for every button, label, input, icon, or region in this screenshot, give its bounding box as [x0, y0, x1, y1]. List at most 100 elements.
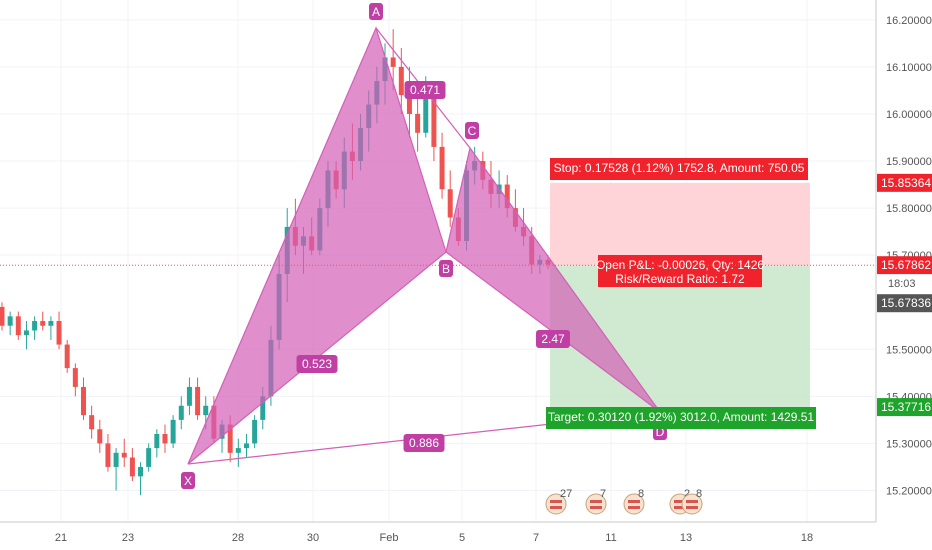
- candle-down: [0, 306, 5, 326]
- stop-label-bg: [550, 158, 808, 180]
- candle-down: [80, 386, 86, 416]
- y-tick-label: 16.10000: [886, 62, 932, 74]
- flag-stripe-icon: [550, 506, 562, 509]
- candle-up: [170, 419, 176, 444]
- x-tick-label: 7: [533, 532, 539, 544]
- candle-down: [195, 386, 201, 416]
- bid-price-tag: 15.67836: [881, 296, 931, 310]
- candle-down: [15, 316, 21, 336]
- candle-up: [186, 386, 192, 406]
- x-tick-label: 13: [680, 532, 692, 544]
- candle-down: [227, 424, 233, 453]
- candle-down: [415, 113, 421, 133]
- position-labels: Stop: 0.17528 (1.12%) 1752.8, Amount: 75…: [0, 158, 876, 429]
- y-tick-label: 16.00000: [886, 109, 932, 121]
- candle-up: [154, 433, 160, 449]
- y-tick-label: 15.30000: [886, 438, 932, 450]
- candle-down: [431, 90, 437, 147]
- candle-down: [97, 429, 103, 444]
- candle-down: [162, 433, 168, 444]
- flag-stripe-icon: [686, 506, 698, 509]
- point-label-d: D: [656, 425, 665, 439]
- event-count: 27: [560, 488, 572, 500]
- ratio-label-bg: [403, 434, 445, 452]
- candle-up: [32, 321, 38, 331]
- point-label-x: X: [184, 474, 192, 488]
- x-tick-label: Feb: [380, 532, 399, 544]
- candle-up: [203, 405, 209, 416]
- point-label-bg: [369, 3, 383, 20]
- x-tick-label: 18: [801, 532, 813, 544]
- candle-up: [252, 419, 258, 444]
- y-tick-label: 15.80000: [886, 203, 932, 215]
- candle-down: [72, 368, 78, 387]
- event-count: 8: [638, 488, 644, 500]
- ratio-label-bg: [536, 330, 570, 348]
- candle-up: [48, 321, 54, 326]
- candle-down: [129, 457, 135, 477]
- ratio-label-bg: [404, 81, 446, 99]
- candle-up: [146, 448, 152, 467]
- candle-down: [390, 57, 396, 67]
- ratio-label-bg: [296, 355, 338, 373]
- economic-events[interactable]: 27 7 8 2 8: [545, 488, 703, 515]
- point-label-a: A: [372, 5, 380, 19]
- candle-down: [504, 184, 510, 209]
- y-tick-label: 16.20000: [886, 15, 932, 27]
- y-tick-label: 15.90000: [886, 156, 932, 168]
- flag-stripe-icon: [686, 500, 698, 503]
- event-count: 7: [600, 488, 606, 500]
- stop-price-tag-bg: [877, 173, 932, 192]
- flag-stripe-icon: [590, 506, 602, 509]
- target-label: Target: 0.30120 (1.92%) 3012.0, Amount: …: [548, 410, 815, 424]
- candle-down: [406, 95, 412, 114]
- candle-down: [89, 415, 95, 430]
- flag-stripe-icon: [550, 500, 562, 503]
- countdown-bg: [877, 274, 932, 293]
- ratio-label: 0.471: [410, 83, 440, 97]
- y-tick-label: 15.20000: [886, 485, 932, 497]
- point-label-bg: [181, 472, 195, 489]
- pnl-label-line-1: Open P&L: -0.00026, Qty: 1426: [596, 258, 764, 272]
- point-label-c: C: [468, 124, 477, 138]
- candle-up: [178, 405, 184, 420]
- candle-up: [243, 443, 249, 449]
- candle-up: [113, 452, 119, 467]
- harmonic-pattern[interactable]: X A B C D 0.523 0.471 2.47 0.886: [181, 3, 667, 489]
- last-price-tag-bg: [877, 256, 932, 275]
- position-zones: [550, 182, 810, 408]
- flag-stripe-icon: [674, 506, 686, 509]
- candle-up: [23, 330, 29, 336]
- x-tick-label: 23: [122, 532, 134, 544]
- x-tick-label: 5: [459, 532, 465, 544]
- last-price-tag: 15.67862: [881, 258, 931, 272]
- target-price-tag: 15.37716: [881, 400, 931, 414]
- stop-price-tag: 15.85364: [881, 176, 931, 190]
- pnl-label-bg: [598, 255, 762, 287]
- candle-up: [235, 448, 241, 453]
- candle-down: [64, 344, 70, 369]
- candle-down: [447, 189, 453, 218]
- candle-down: [121, 452, 127, 458]
- point-label-bg: [439, 260, 453, 277]
- x-tick-label: 11: [605, 532, 616, 544]
- y-tick-label: 15.50000: [886, 344, 932, 356]
- candle-down: [105, 443, 111, 467]
- ratio-label: 2.47: [541, 332, 565, 346]
- stop-zone: [550, 182, 810, 266]
- candle-up: [260, 396, 266, 420]
- countdown-timer: 18:03: [888, 278, 916, 290]
- candle-down: [439, 146, 445, 190]
- flag-stripe-icon: [590, 500, 602, 503]
- point-label-b: B: [442, 262, 450, 276]
- candle-down: [40, 321, 46, 326]
- point-label-bg: [465, 122, 479, 139]
- event-count: 2: [684, 488, 690, 500]
- pnl-label-line-2: Risk/Reward Ratio: 1.72: [615, 272, 745, 286]
- x-tick-label: 21: [55, 532, 67, 544]
- x-tick-label: 30: [307, 532, 319, 544]
- target-label-bg: [546, 407, 816, 429]
